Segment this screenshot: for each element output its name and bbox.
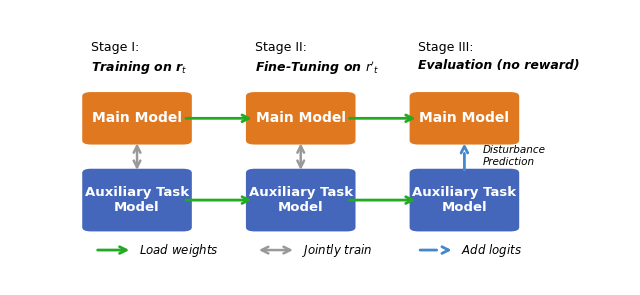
Text: $\bf{\it{Add\ logits}}$: $\bf{\it{Add\ logits}}$ bbox=[461, 242, 522, 258]
FancyBboxPatch shape bbox=[246, 169, 356, 232]
Text: $\bf{\it{Jointly\ train}}$: $\bf{\it{Jointly\ train}}$ bbox=[302, 242, 372, 258]
Text: Main Model: Main Model bbox=[92, 111, 182, 125]
Text: Main Model: Main Model bbox=[419, 111, 509, 125]
Text: Disturbance
Prediction: Disturbance Prediction bbox=[483, 145, 546, 167]
Text: Auxiliary Task
Model: Auxiliary Task Model bbox=[85, 186, 189, 214]
Text: Main Model: Main Model bbox=[256, 111, 346, 125]
FancyBboxPatch shape bbox=[82, 169, 192, 232]
Text: Auxiliary Task
Model: Auxiliary Task Model bbox=[249, 186, 353, 214]
FancyBboxPatch shape bbox=[82, 92, 192, 145]
Text: Stage III:: Stage III: bbox=[419, 41, 474, 54]
Text: Auxiliary Task
Model: Auxiliary Task Model bbox=[412, 186, 516, 214]
Text: Stage II:: Stage II: bbox=[255, 41, 307, 54]
Text: $\bf{\it{Load\ weights}}$: $\bf{\it{Load\ weights}}$ bbox=[138, 242, 218, 258]
FancyBboxPatch shape bbox=[246, 92, 356, 145]
Text: Evaluation (no reward): Evaluation (no reward) bbox=[419, 59, 580, 72]
FancyBboxPatch shape bbox=[410, 92, 519, 145]
FancyBboxPatch shape bbox=[410, 169, 519, 232]
Text: Fine-Tuning on $\boldsymbol{r'}_t$: Fine-Tuning on $\boldsymbol{r'}_t$ bbox=[255, 59, 379, 77]
Text: Stage I:: Stage I: bbox=[91, 41, 139, 54]
Text: Training on $\boldsymbol{r}_t$: Training on $\boldsymbol{r}_t$ bbox=[91, 59, 188, 76]
